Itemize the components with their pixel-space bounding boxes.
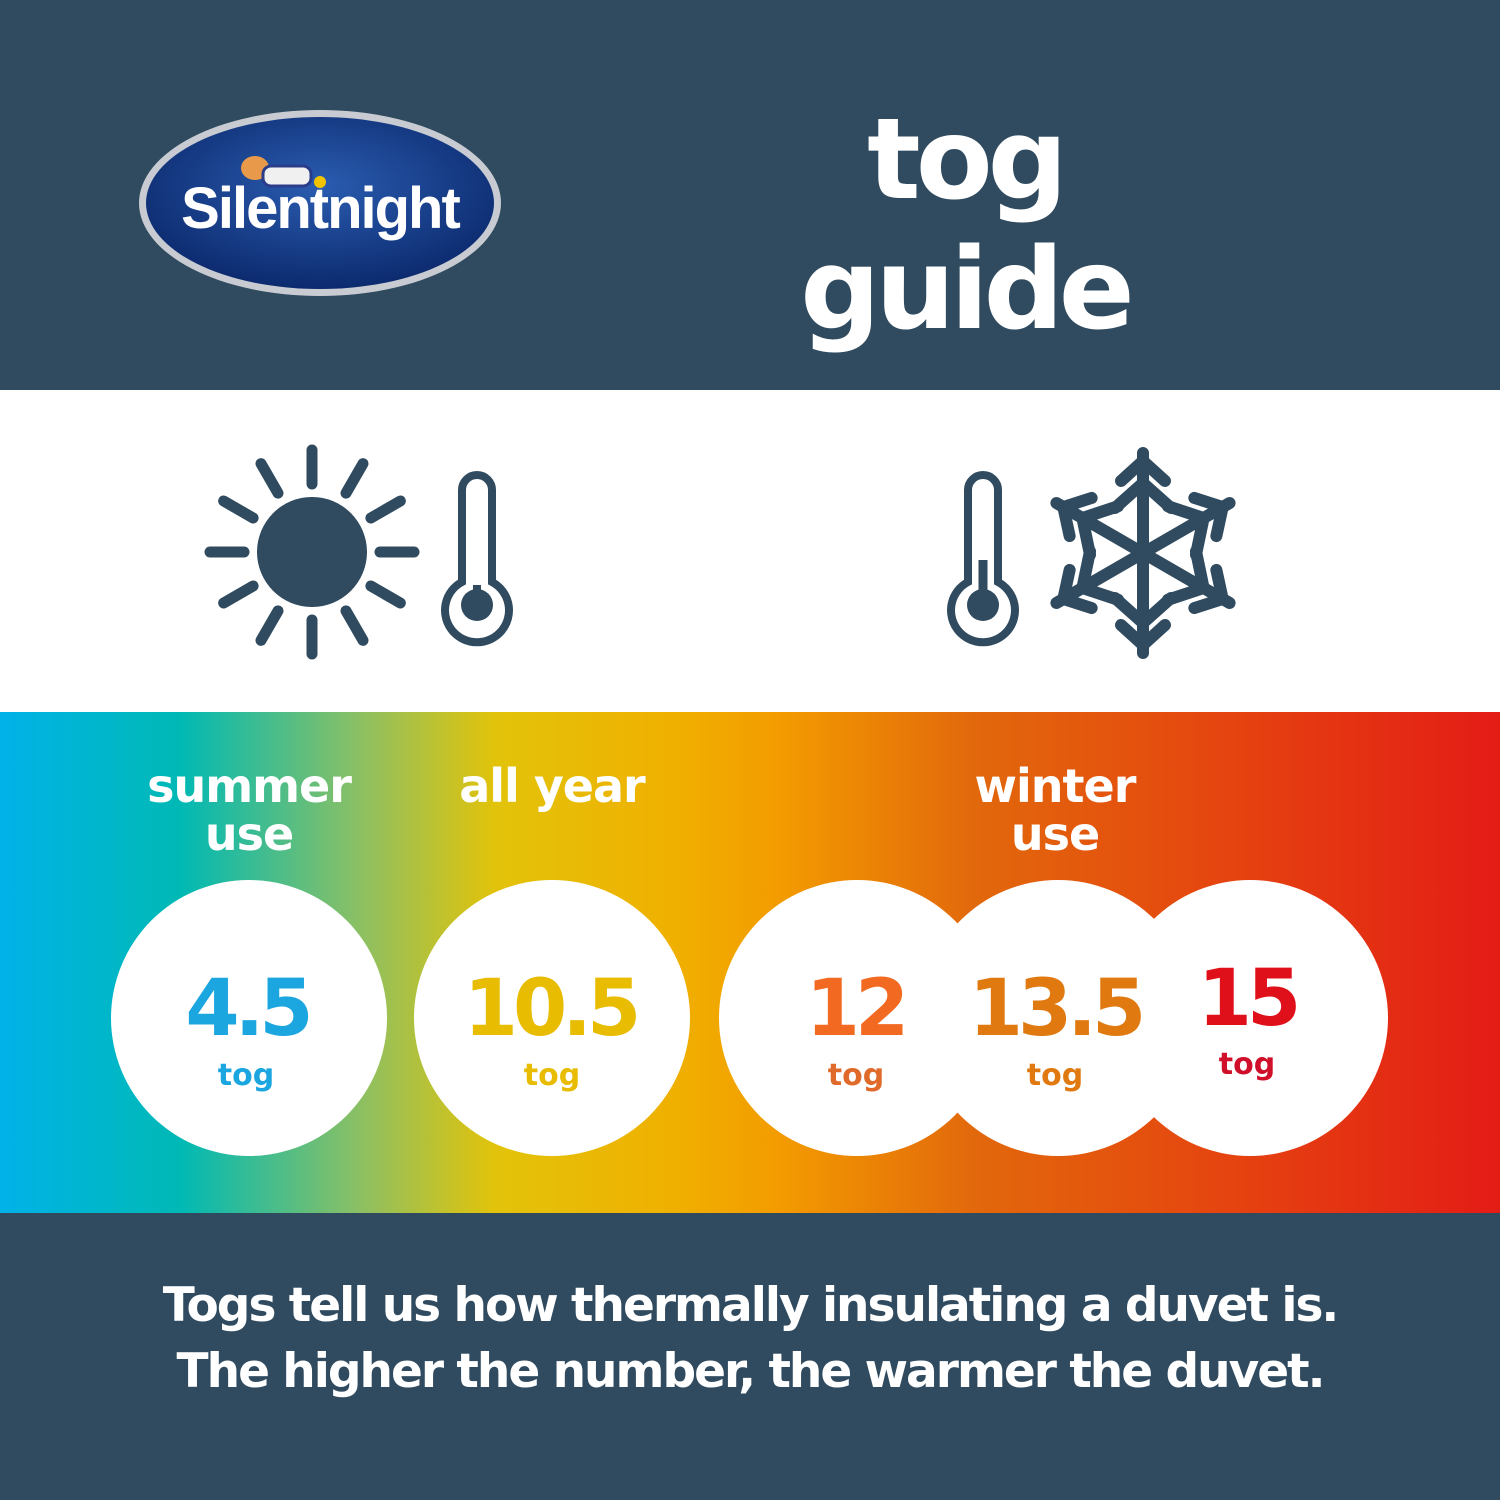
category-label: winter <box>974 759 1137 813</box>
tog-circle <box>1112 880 1388 1156</box>
category-summer: summer use <box>89 762 409 858</box>
snowflake-arm <box>1137 491 1236 561</box>
snowflake-arm <box>1050 545 1149 615</box>
page-title: tog guide <box>800 95 1134 355</box>
tog-unit: tog <box>827 1058 885 1093</box>
svg-text:Silentnight: Silentnight <box>181 176 460 241</box>
sun-ray <box>365 580 406 609</box>
sun-icon <box>204 444 420 660</box>
category-label: use <box>204 807 294 861</box>
sun-ray <box>340 458 369 499</box>
tog-circle <box>414 880 690 1156</box>
tog-unit: tog <box>1218 1047 1276 1082</box>
sun-ray <box>255 458 284 499</box>
footer-line: The higher the number, the warmer the du… <box>176 1344 1326 1399</box>
sun-ray <box>218 495 259 524</box>
sun-ray <box>255 605 284 646</box>
snowflake-arm <box>1109 447 1177 559</box>
category-all-year: all year <box>392 762 712 810</box>
tog-value: 13.5 <box>968 964 1146 1054</box>
tog-value: 4.5 <box>185 964 313 1054</box>
footer: Togs tell us how thermally insulating a … <box>0 1213 1500 1500</box>
category-label: all year <box>459 759 646 813</box>
tog-value: 12 <box>805 964 910 1054</box>
category-label: summer <box>147 759 352 813</box>
tog-unit: tog <box>217 1058 275 1093</box>
thermometer-high-icon <box>947 471 1019 647</box>
snowflake-arm <box>1050 491 1149 561</box>
tog-unit: tog <box>523 1058 581 1093</box>
category-label: use <box>1010 807 1100 861</box>
sun-ray <box>218 580 259 609</box>
icons-svg <box>204 444 1236 660</box>
sun-ray <box>340 605 369 646</box>
sun-ray <box>365 495 406 524</box>
thermometer-low-icon <box>441 471 513 647</box>
tog-unit: tog <box>1026 1058 1084 1093</box>
tog-value: 10.5 <box>463 964 641 1054</box>
footer-line: Togs tell us how thermally insulating a … <box>162 1278 1340 1333</box>
tog-circle <box>111 880 387 1156</box>
tog-value: 15 <box>1197 954 1302 1044</box>
category-winter: winter use <box>895 762 1215 858</box>
weather-icons <box>0 390 1500 712</box>
snowflake-arm <box>1137 545 1236 615</box>
header: Silentnight tog guide <box>0 0 1500 390</box>
silentnight-logo: Silentnight <box>139 110 501 296</box>
snowflake-icon <box>1050 447 1236 659</box>
snowflake-arm <box>1109 547 1177 659</box>
